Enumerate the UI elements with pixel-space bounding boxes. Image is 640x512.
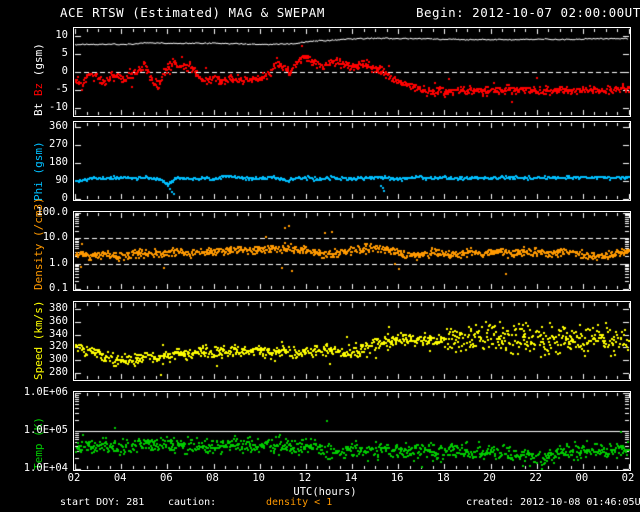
x-tick-02: 02 (621, 472, 635, 484)
panel-2-ytick: 270 (49, 138, 68, 150)
x-tick-04: 04 (113, 472, 127, 484)
panel-2-yticklabels: 360 270 180 90 0 (30, 120, 70, 204)
caution-value: density < 1 (266, 497, 333, 508)
panel-3-yticklabels: 100.0 10.0 1.0 0.1 (30, 206, 70, 294)
x-tick-18: 18 (437, 472, 450, 484)
panel-1-ytick: 0 (61, 65, 68, 77)
x-tick-20: 20 (483, 472, 496, 484)
x-tick-16: 16 (390, 472, 404, 484)
x-tick-14: 14 (344, 472, 358, 484)
start-doy: start DOY: 281 (60, 497, 145, 508)
panel-1-ytick: 5 (61, 47, 68, 60)
begin-timestamp: Begin: 2012-10-07 02:00:00UTC (416, 5, 640, 20)
panel-4-yticklabels: 380 360 340 320 300 280 (30, 301, 70, 379)
panel-4-ytick: 300 (49, 353, 68, 365)
panel-5-canvas (73, 391, 631, 471)
panel-3-ytick: 0.1 (49, 282, 68, 294)
panel-5-ytick: 1.0E+04 (23, 462, 68, 474)
x-tick-00: 00 (575, 472, 589, 484)
panel-5-yticklabels: 1.0E+06 1.0E+05 1.0E+04 (24, 386, 70, 474)
caution-label: caution: (168, 497, 217, 508)
panel-2-ytick: 0 (61, 192, 68, 204)
panel-5-ytick: 1.0E+06 (23, 386, 68, 398)
panel-2-ytick: 360 (49, 120, 68, 132)
panel-4-ytick: 380 (49, 302, 68, 315)
panel-1-ytick: -10 (49, 100, 68, 113)
x-axis-ticklabels: 02 04 06 08 10 12 14 16 18 20 22 00 02 (0, 472, 640, 486)
x-tick-06: 06 (160, 472, 173, 484)
panel-1-ytick: 10 (55, 29, 68, 42)
x-tick-08: 08 (206, 472, 219, 484)
panel-4-ytick: 320 (49, 340, 68, 353)
panel-4-ytick: 280 (49, 365, 68, 378)
panel-1-yticklabels: 10 5 0 -5 -10 (30, 27, 70, 115)
panel-5-ytick: 1.0E+05 (23, 424, 68, 436)
panel-1-ytick: -5 (55, 82, 68, 95)
panel-4-ytick: 340 (49, 327, 68, 340)
x-tick-22: 22 (529, 472, 542, 484)
panel-4-canvas (73, 301, 631, 381)
panel-2-ytick: 180 (49, 156, 68, 168)
panel-1-canvas (73, 27, 631, 117)
x-axis-label: UTC(hours) (293, 486, 357, 498)
x-tick-10: 10 (252, 472, 265, 484)
x-tick-12: 12 (298, 472, 312, 484)
panel-3-canvas (73, 211, 631, 291)
created-timestamp: created: 2012-10-08 01:46:05UTC (466, 497, 640, 508)
x-tick-02: 02 (67, 472, 81, 484)
panel-3-ytick: 10.0 (42, 231, 68, 244)
panel-4-ytick: 360 (49, 315, 68, 327)
page-title: ACE RTSW (Estimated) MAG & SWEPAM (60, 5, 325, 20)
panel-2-ytick: 90 (55, 174, 68, 186)
panel-2-canvas (73, 121, 631, 201)
panel-3-ytick: 1.0 (49, 256, 68, 269)
panel-3-ytick: 100.0 (36, 206, 68, 218)
